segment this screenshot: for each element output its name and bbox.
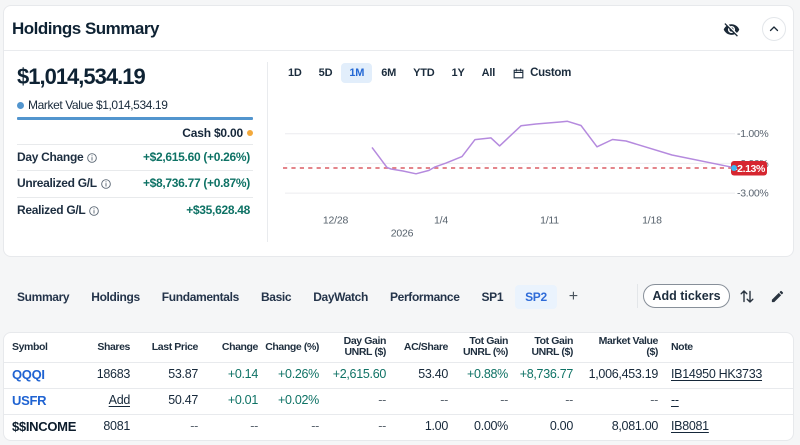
svg-text:1/4: 1/4 [434, 215, 448, 227]
svg-text:12/28: 12/28 [323, 215, 349, 227]
svg-text:-1.00%: -1.00% [737, 128, 768, 140]
svg-text:1/11: 1/11 [540, 215, 559, 227]
svg-text:-2.13%: -2.13% [734, 163, 766, 175]
svg-text:2026: 2026 [391, 228, 414, 240]
svg-text:1/18: 1/18 [642, 215, 662, 227]
svg-text:-3.00%: -3.00% [737, 188, 768, 200]
